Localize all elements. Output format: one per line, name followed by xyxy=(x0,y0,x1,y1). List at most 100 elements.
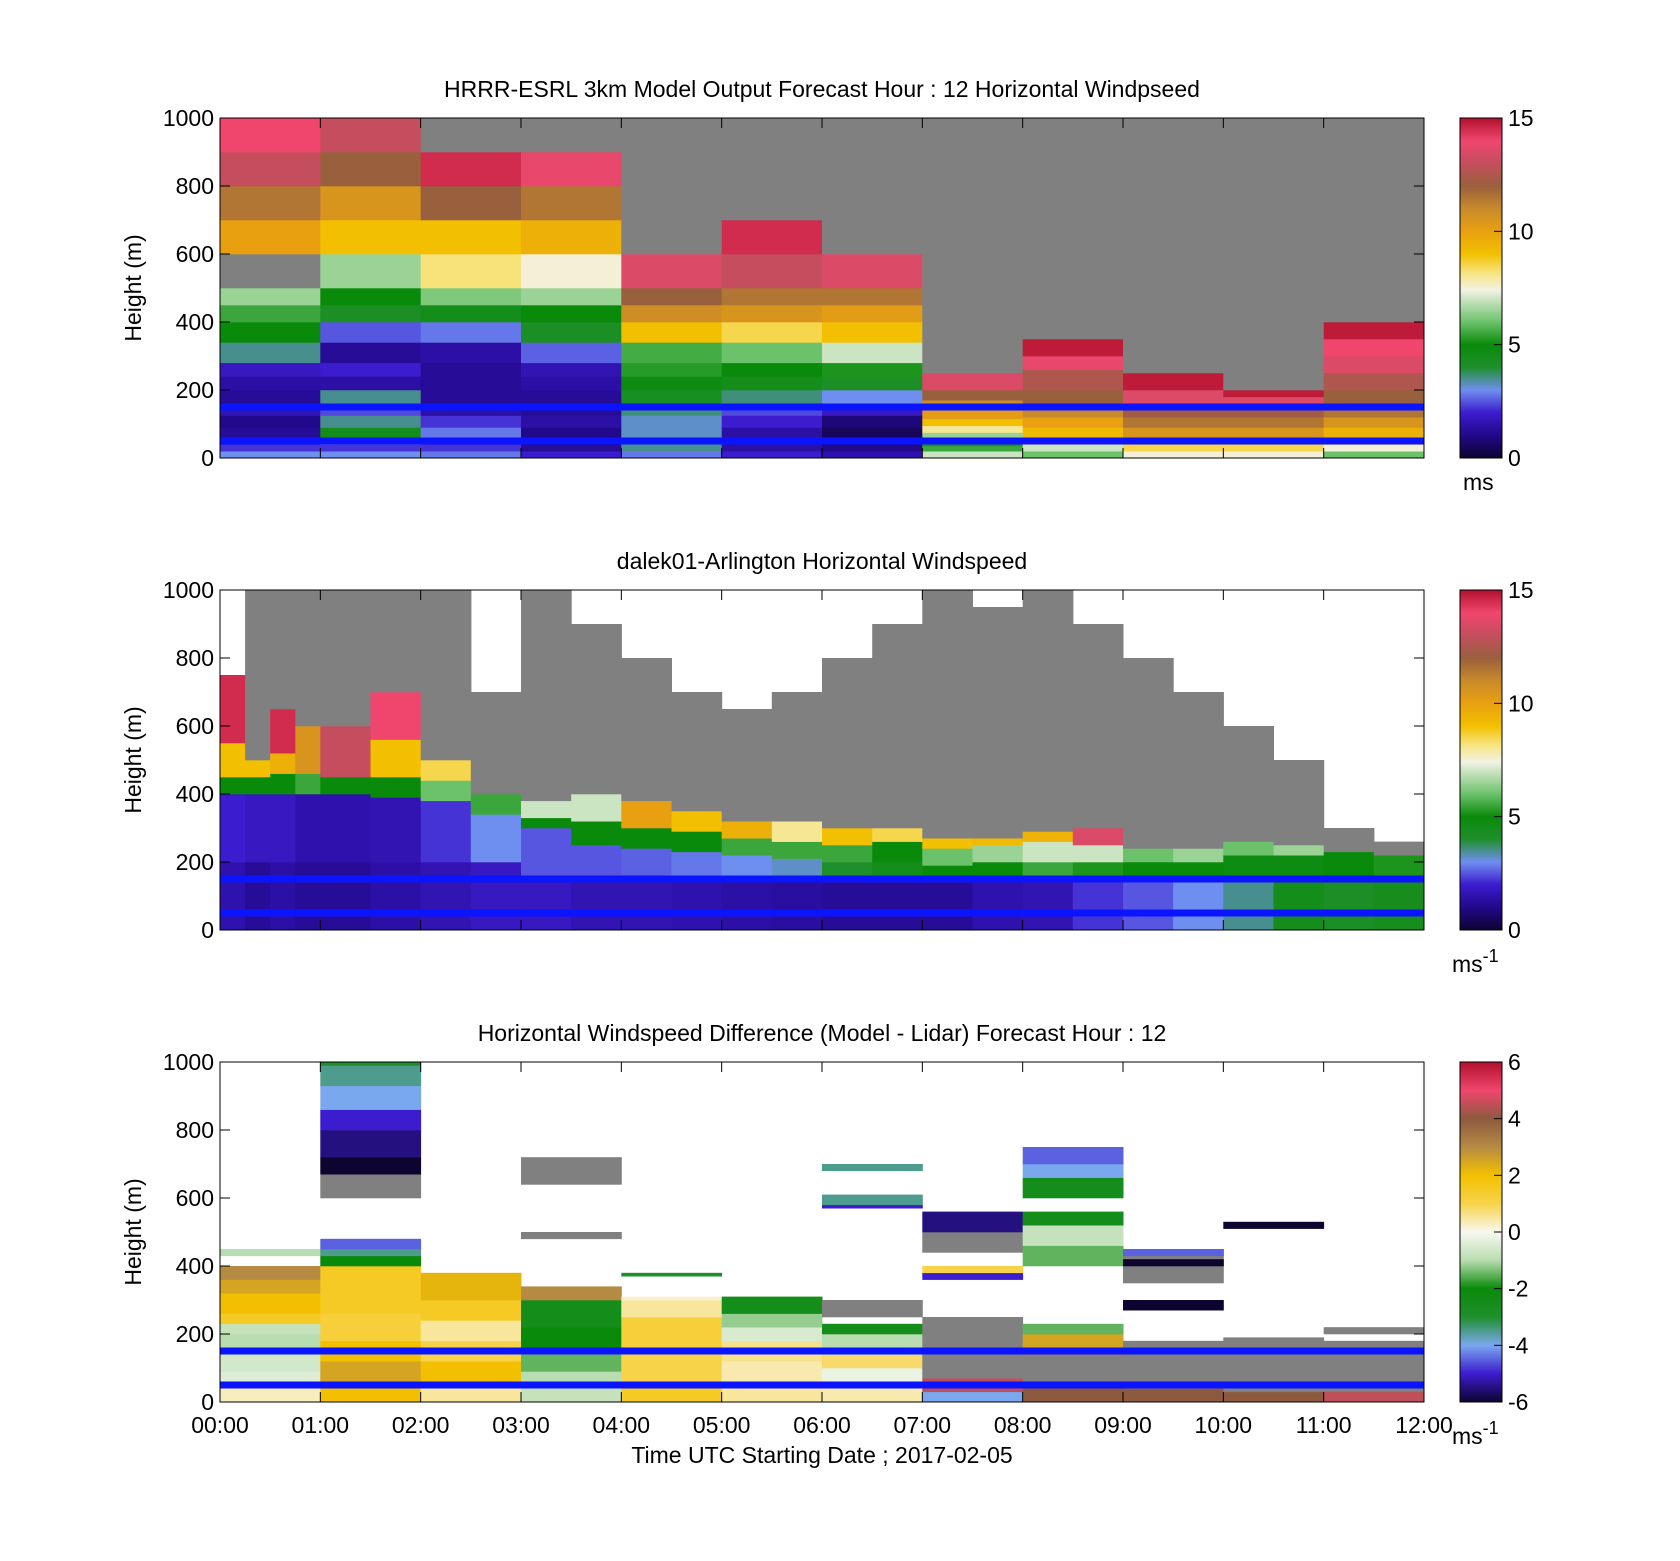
heatmap-cell xyxy=(721,838,773,856)
heatmap-cell xyxy=(220,1279,321,1294)
heatmap-cell xyxy=(1223,451,1325,458)
heatmap-cell xyxy=(822,862,873,880)
heatmap-cell xyxy=(571,845,622,880)
x-tick-label: 12:00 xyxy=(1395,1412,1453,1438)
heatmap-cell xyxy=(1022,427,1124,438)
heatmap-cell xyxy=(822,879,873,930)
heatmap-cell xyxy=(320,1062,422,1066)
heatmap-cell xyxy=(872,841,923,863)
heatmap-cell xyxy=(671,692,723,812)
heatmap-cell xyxy=(420,305,522,323)
heatmap-cell xyxy=(922,1232,1024,1253)
heatmap-cell xyxy=(922,418,1024,426)
colorbar-tick-label: -6 xyxy=(1508,1389,1528,1415)
heatmap-cell xyxy=(621,828,672,849)
y-tick-label: 200 xyxy=(176,377,214,403)
colorbar-tick-label: 6 xyxy=(1508,1049,1521,1075)
heatmap-cell xyxy=(822,118,923,153)
heatmap-cell xyxy=(671,879,723,930)
heatmap-cell xyxy=(822,444,923,452)
heatmap-cell xyxy=(922,848,973,866)
heatmap-cell xyxy=(922,838,973,849)
heatmap-cell xyxy=(420,322,522,343)
heatmap-cell xyxy=(721,855,773,880)
heatmap-cell xyxy=(1323,322,1424,340)
heatmap-cell xyxy=(420,451,522,458)
heatmap-cell xyxy=(721,405,823,416)
heatmap-cell xyxy=(1022,1225,1124,1246)
y-tick-label: 200 xyxy=(176,849,214,875)
y-tick-label: 1000 xyxy=(163,1049,214,1075)
heatmap-cell xyxy=(822,828,873,846)
heatmap-cell xyxy=(822,1204,923,1209)
heatmap-cell xyxy=(220,390,321,406)
heatmap-cell xyxy=(220,862,246,930)
heatmap-cell xyxy=(420,1361,522,1386)
heatmap-cell xyxy=(521,1327,622,1352)
heatmap-cell xyxy=(771,821,823,842)
colorbar-tick-label: 5 xyxy=(1508,804,1521,830)
heatmap-cell xyxy=(972,879,1024,930)
heatmap-cell xyxy=(521,451,622,458)
heatmap-cell xyxy=(521,444,622,452)
heatmap-cell xyxy=(270,773,296,795)
heatmap-cell xyxy=(1022,1354,1124,1386)
heatmap-cell xyxy=(621,1296,723,1301)
heatmap-cell xyxy=(320,444,422,452)
heatmap-cell xyxy=(621,322,723,343)
heatmap-cell xyxy=(872,879,923,930)
y-tick-label: 400 xyxy=(176,781,214,807)
colorbar-tick-label: 15 xyxy=(1508,577,1534,603)
heatmap-cell xyxy=(320,288,422,306)
heatmap-cell xyxy=(721,152,823,187)
colorbar-tick-label: -2 xyxy=(1508,1276,1528,1302)
heatmap-cell xyxy=(621,305,723,323)
colorbar-tick-label: 5 xyxy=(1508,332,1521,358)
panel-difference-reference-lines xyxy=(220,1347,1424,1389)
y-tick-label: 400 xyxy=(176,1253,214,1279)
x-tick-label: 00:00 xyxy=(191,1412,249,1438)
panel-model-y-label: Height (m) xyxy=(120,234,146,341)
panel-lidar-colorbar-gradient xyxy=(1459,589,1503,931)
heatmap-cell xyxy=(621,1272,723,1277)
panel-difference-heatmap-cells xyxy=(220,1062,1424,1402)
heatmap-cell xyxy=(1022,1323,1124,1335)
heatmap-cell xyxy=(721,427,823,438)
heatmap-cell xyxy=(420,1320,522,1342)
heatmap-cell xyxy=(621,186,723,221)
heatmap-cell xyxy=(320,342,422,364)
heatmap-cell xyxy=(470,862,522,930)
colorbar-tick-label: 4 xyxy=(1508,1106,1521,1132)
heatmap-cell xyxy=(245,760,271,778)
heatmap-cell xyxy=(1123,451,1224,458)
y-tick-label: 800 xyxy=(176,1117,214,1143)
heatmap-cell xyxy=(721,1385,823,1402)
heatmap-cell xyxy=(621,220,723,255)
heatmap-cell xyxy=(621,288,723,306)
heatmap-cell xyxy=(320,862,371,930)
heatmap-cell xyxy=(771,858,823,880)
heatmap-cell xyxy=(1123,118,1224,374)
heatmap-cell xyxy=(822,658,873,829)
heatmap-cell xyxy=(1323,427,1424,438)
heatmap-cell xyxy=(1323,444,1424,452)
heatmap-cell xyxy=(320,1085,422,1110)
heatmap-cell xyxy=(295,590,321,727)
heatmap-cell xyxy=(1022,1334,1124,1348)
heatmap-cell xyxy=(420,1272,522,1301)
heatmap-cell xyxy=(521,322,622,343)
heatmap-cell xyxy=(320,1266,422,1314)
heatmap-cell xyxy=(1373,879,1424,930)
heatmap-cell xyxy=(1173,692,1224,849)
heatmap-cell xyxy=(220,675,246,744)
x-tick-label: 10:00 xyxy=(1195,1412,1253,1438)
heatmap-cell xyxy=(1173,862,1224,880)
heatmap-cell xyxy=(370,692,422,740)
heatmap-cell xyxy=(320,1361,422,1382)
heatmap-cell xyxy=(1123,1388,1224,1402)
heatmap-cell xyxy=(922,118,1024,374)
heatmap-cell xyxy=(1022,831,1074,842)
x-axis-label: Time UTC Starting Date ; 2017-02-05 xyxy=(631,1442,1012,1468)
heatmap-cell xyxy=(621,1317,723,1352)
heatmap-cell xyxy=(1022,590,1074,832)
